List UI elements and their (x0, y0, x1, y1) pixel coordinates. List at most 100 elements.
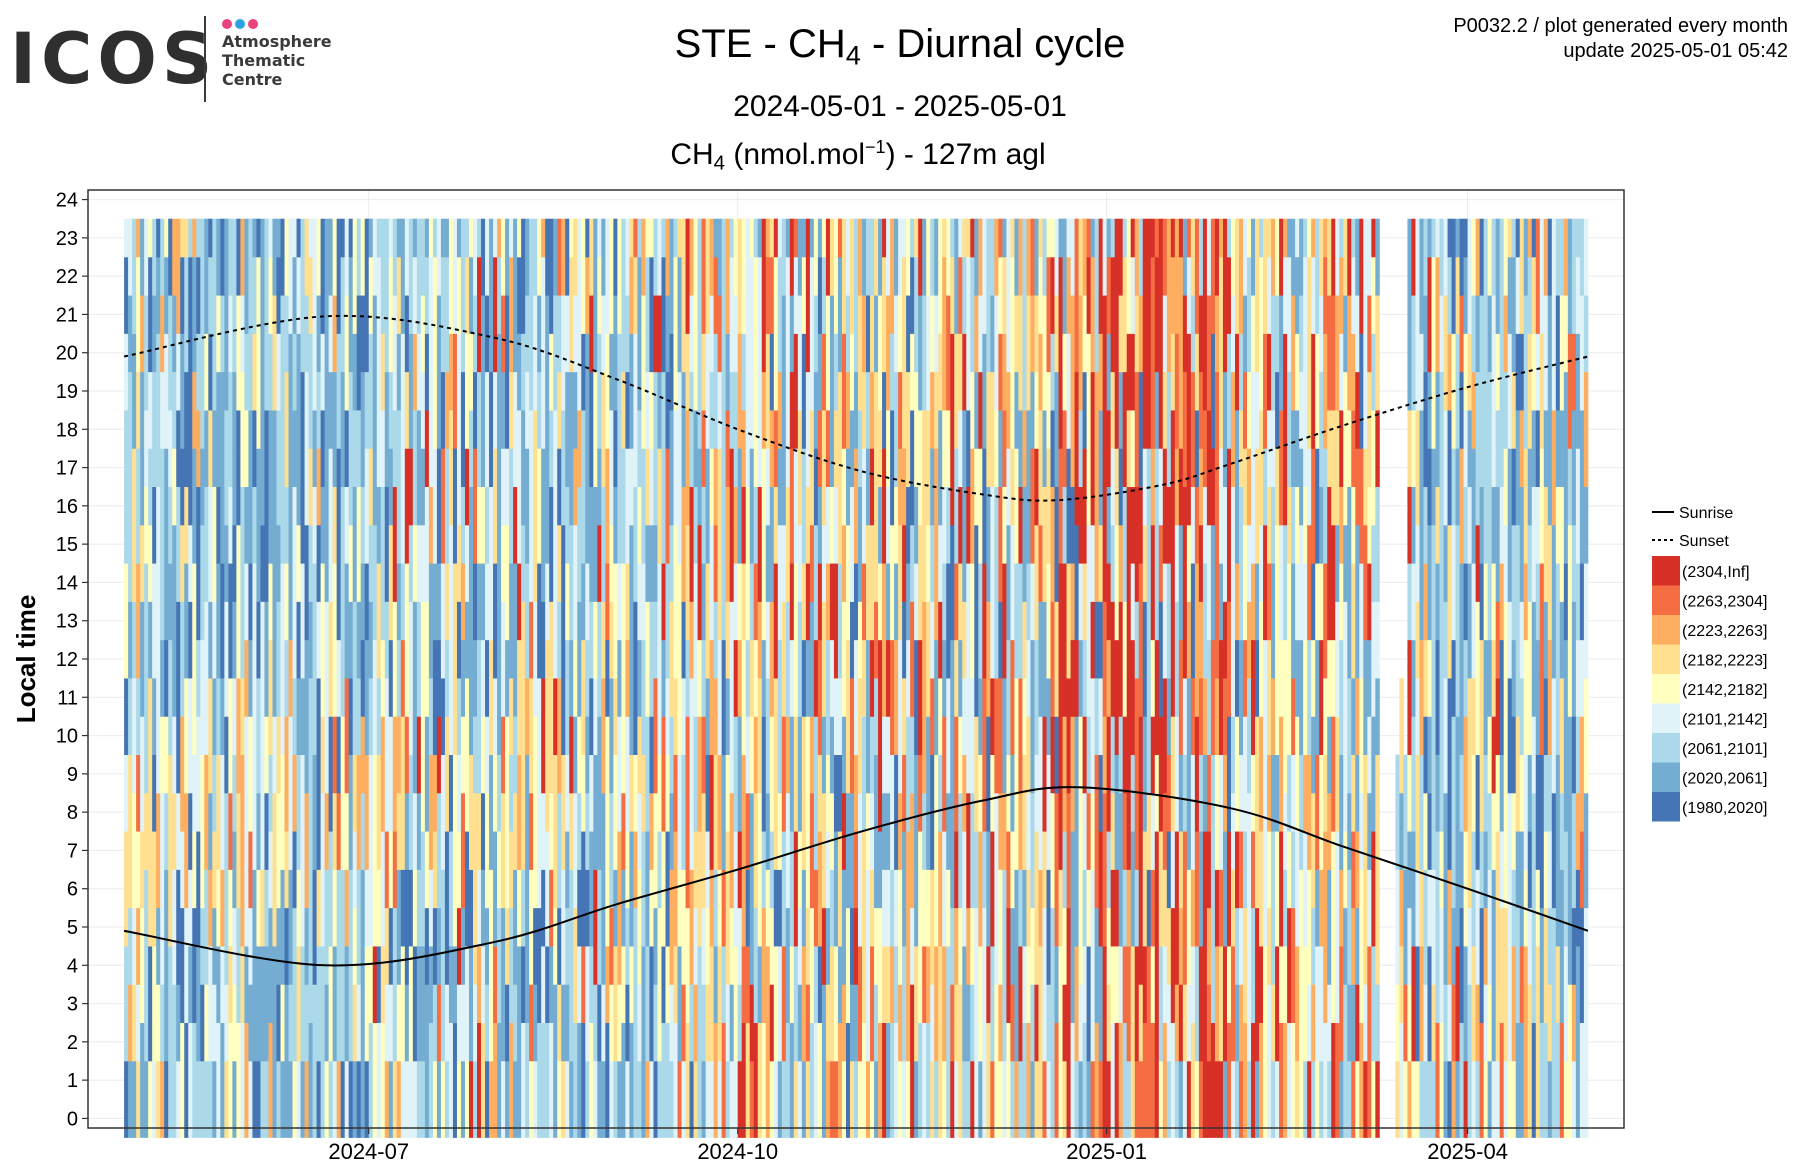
heatmap-cell (870, 525, 875, 641)
heatmap-cell (841, 984, 847, 1062)
heatmap-cell (132, 678, 137, 794)
heatmap-cell (1411, 486, 1416, 564)
heatmap-cell (609, 984, 614, 1062)
heatmap-cell (1455, 601, 1460, 717)
heatmap-cell (152, 486, 157, 564)
heatmap-cell (1226, 333, 1232, 449)
heatmap-cell (693, 984, 698, 1062)
heatmap-cell (821, 525, 827, 602)
heatmap-cell (332, 563, 338, 641)
heatmap-cell (914, 754, 919, 832)
heatmap-cell (312, 1061, 317, 1138)
heatmap-cell (573, 1022, 578, 1138)
heatmap-cell (1130, 333, 1136, 411)
heatmap-cell (152, 563, 157, 679)
heatmap-cell (569, 371, 574, 449)
heatmap-cell (565, 486, 570, 564)
heatmap-cell (248, 716, 253, 832)
species-label: CH (670, 138, 714, 171)
heatmap-cell (312, 486, 317, 564)
heatmap-cell (1483, 295, 1489, 373)
heatmap-cell (966, 639, 971, 717)
heatmap-cell (962, 946, 967, 1062)
heatmap-cell (1339, 946, 1344, 1062)
heatmap-cell (633, 754, 638, 832)
heatmap-cell (1583, 218, 1589, 296)
heatmap-cell (1555, 410, 1561, 488)
heatmap-cell (537, 295, 542, 373)
heatmap-cell (501, 984, 506, 1062)
heatmap-cell (1062, 639, 1067, 717)
heatmap-cell (220, 1022, 225, 1138)
heatmap-cell (124, 333, 129, 411)
heatmap-cell (1343, 601, 1348, 717)
heatmap-cell (601, 218, 606, 296)
heatmap-cell (1503, 525, 1509, 602)
heatmap-cell (332, 295, 338, 373)
heatmap-cell (621, 257, 626, 373)
heatmap-cell (741, 831, 747, 947)
heatmap-cell (946, 563, 951, 679)
heatmap-cell (809, 601, 815, 717)
heatmap-cell (1006, 257, 1011, 373)
heatmap-cell (1283, 1022, 1288, 1138)
heatmap-cell (360, 869, 366, 947)
heatmap-cell (1367, 486, 1372, 564)
heatmap-cell (1050, 257, 1055, 334)
heatmap-cell (1511, 793, 1517, 870)
heatmap-cell (156, 1061, 161, 1138)
heatmap-cell (741, 486, 747, 564)
heatmap-cell (557, 601, 562, 679)
heatmap-cell (1327, 716, 1332, 794)
heatmap-cell (1126, 1061, 1132, 1138)
heatmap-cell (1339, 639, 1344, 756)
heatmap-cell (1118, 1022, 1124, 1138)
heatmap-cell (348, 257, 354, 373)
heatmap-cell (1006, 448, 1011, 526)
heatmap-cell (1491, 563, 1497, 641)
heatmap-cell (1018, 946, 1023, 1062)
heatmap-cell (300, 869, 305, 947)
heatmap-cell (1555, 486, 1561, 564)
heatmap-cell (1202, 563, 1208, 679)
heatmap-cell (1551, 218, 1557, 334)
heatmap-cell (974, 295, 979, 373)
heatmap-cell (1419, 218, 1424, 258)
heatmap-cell (1038, 793, 1043, 870)
heatmap-cell (284, 639, 289, 717)
heatmap-cell (1423, 869, 1428, 985)
heatmap-cell (1427, 448, 1432, 526)
heatmap-cell (1126, 333, 1132, 411)
heatmap-cell (1142, 218, 1148, 258)
heatmap-cell (485, 716, 490, 794)
meta-update-time: update 2025-05-01 05:42 (1563, 40, 1788, 62)
heatmap-cell (448, 831, 454, 947)
heatmap-cell (645, 716, 650, 832)
heatmap-cell (1074, 295, 1079, 373)
heatmap-cell (761, 639, 767, 717)
heatmap-cell (1094, 601, 1100, 679)
heatmap-cell (665, 946, 670, 1024)
heatmap-cell (348, 754, 354, 870)
heatmap-cell (661, 1022, 666, 1138)
heatmap-cell (1102, 410, 1108, 526)
heatmap-cell (825, 563, 831, 641)
heatmap-cell (288, 639, 293, 717)
heatmap-cell (1287, 831, 1292, 909)
heatmap-cell (978, 371, 983, 449)
heatmap-cell (276, 525, 281, 602)
heatmap-cell (681, 371, 686, 488)
heatmap-cell (1222, 371, 1228, 488)
heatmap-cell (853, 907, 859, 985)
heatmap-cell (645, 946, 650, 1062)
y-tick-label: 0 (67, 1108, 78, 1130)
heatmap-cell (1307, 257, 1312, 373)
heatmap-cell (942, 1061, 947, 1138)
heatmap-cell (1126, 946, 1132, 1062)
heatmap-cell (136, 754, 141, 832)
heatmap-cell (517, 218, 522, 258)
heatmap-cell (300, 257, 305, 373)
heatmap-cell (252, 486, 257, 564)
heatmap-cell (922, 869, 927, 947)
heatmap-cell (176, 716, 181, 794)
